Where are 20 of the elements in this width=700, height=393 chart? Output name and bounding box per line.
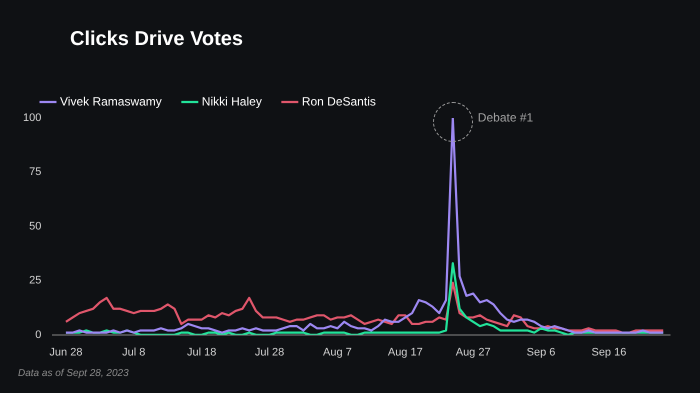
x-tick-label: Jun 28 — [49, 346, 82, 358]
x-tick-label: Jul 8 — [122, 346, 146, 358]
x-tick-label: Sep 16 — [591, 346, 626, 358]
legend-label: Nikki Haley — [202, 94, 262, 108]
y-tick-label: 25 — [29, 274, 42, 287]
y-tick-label: 75 — [29, 166, 42, 178]
x-tick-label: Sep 6 — [526, 346, 556, 358]
annotation: Debate #1 — [478, 110, 534, 124]
x-tick-label: Aug 17 — [388, 346, 423, 358]
legend-label: Vivek Ramaswamy — [60, 94, 162, 108]
x-tick-label: Aug 27 — [456, 346, 491, 358]
y-tick-label: 0 — [35, 328, 42, 341]
y-tick-label: 100 — [22, 112, 42, 124]
chart-title: Clicks Drive Votes — [70, 28, 244, 51]
x-tick-label: Jul 28 — [254, 346, 284, 358]
y-tick-label: 50 — [29, 220, 42, 232]
x-tick-label: Aug 7 — [323, 346, 352, 358]
x-tick-label: Jul 18 — [186, 346, 216, 358]
legend-label: Ron DeSantis — [302, 94, 376, 108]
text: Data as of Sept 28, 2023 — [18, 368, 129, 379]
